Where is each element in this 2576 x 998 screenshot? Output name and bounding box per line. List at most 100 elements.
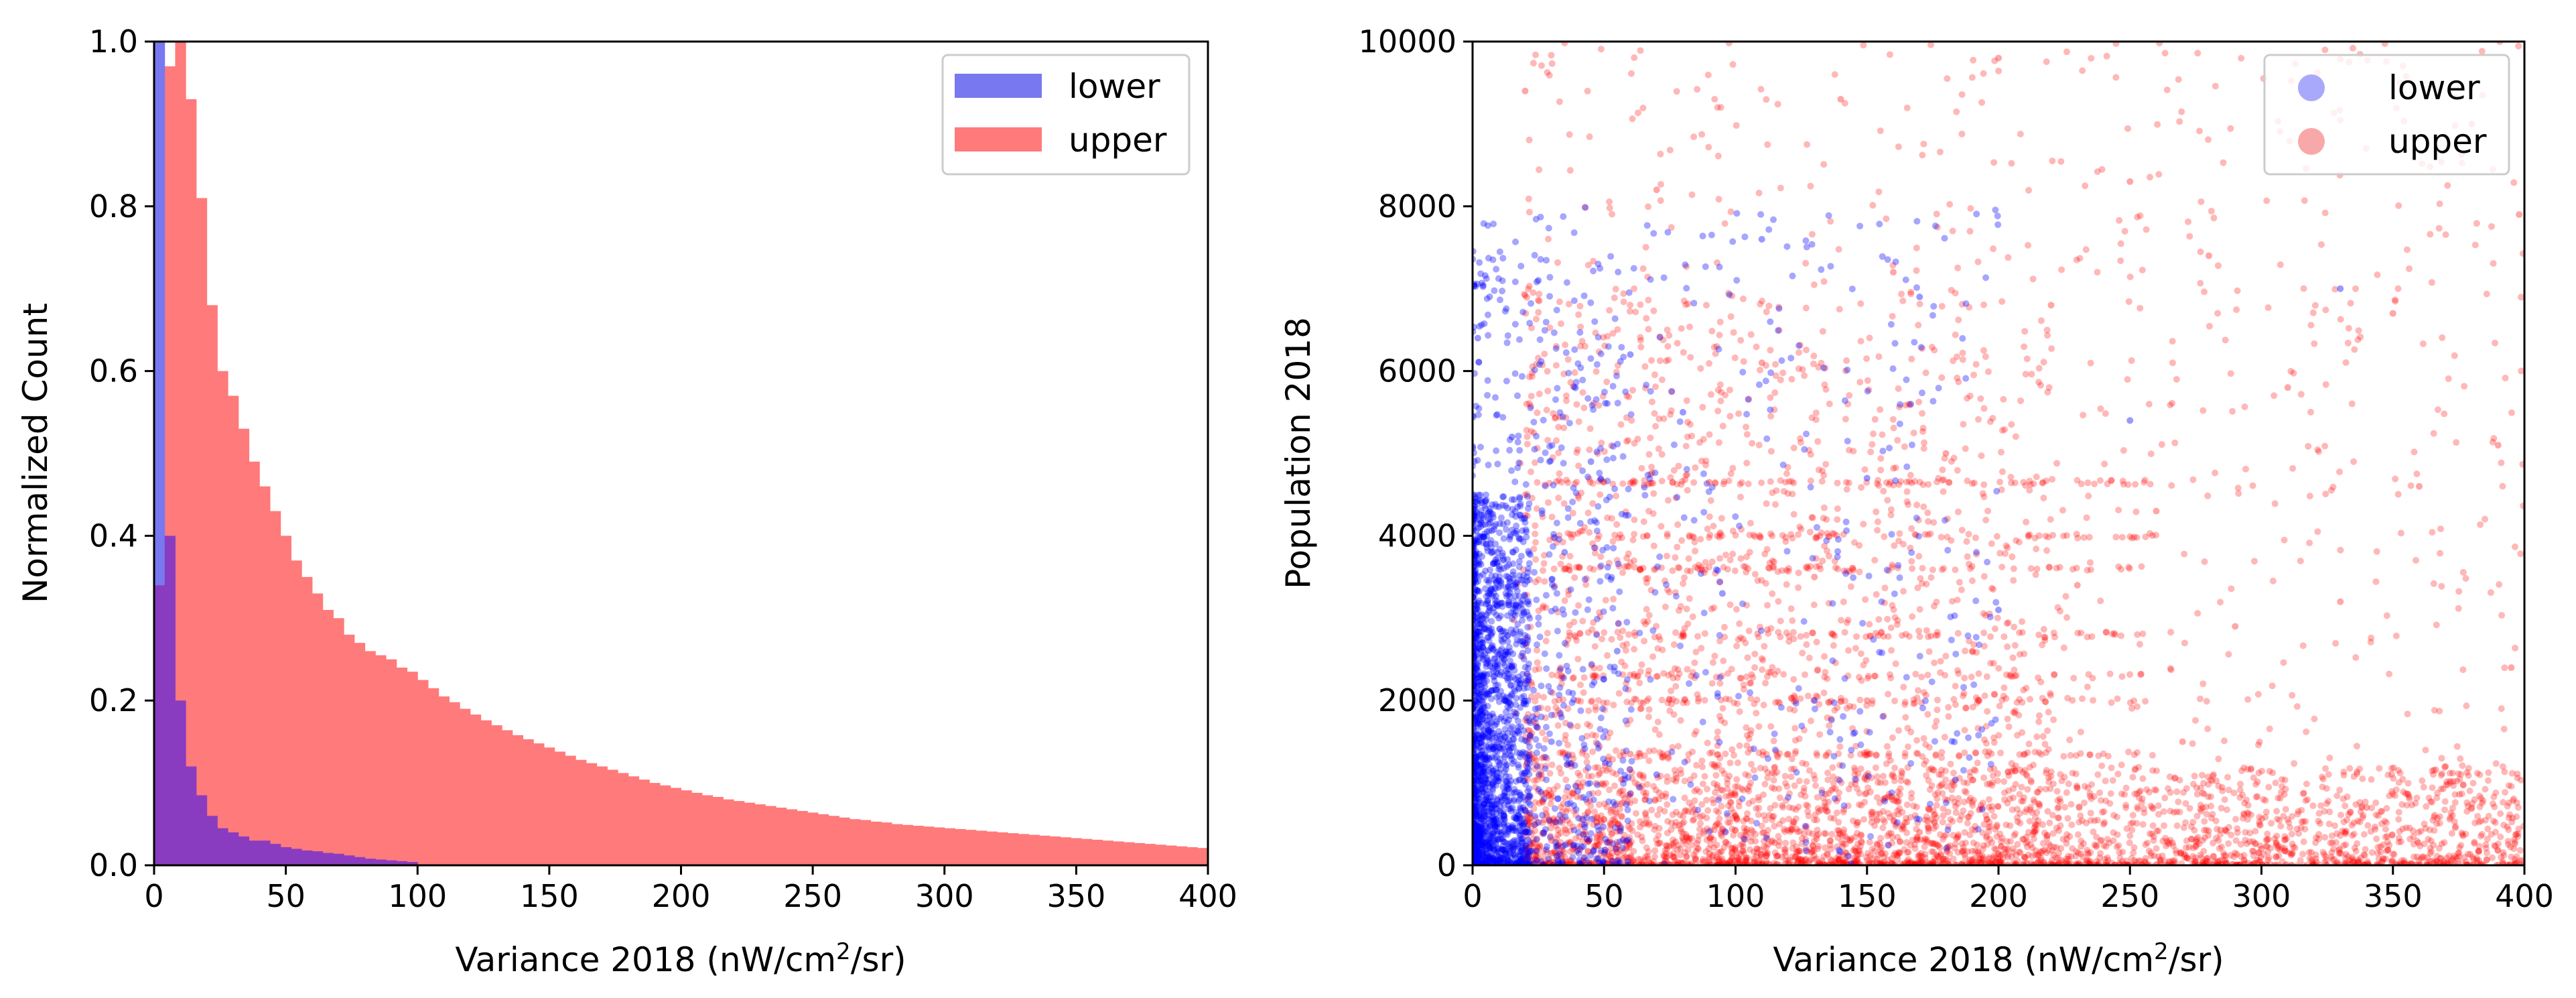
scatter-point-upper <box>1779 817 1787 824</box>
scatter-point-upper <box>2299 642 2307 649</box>
scatter-point-upper <box>2471 819 2479 826</box>
scatter-point-upper <box>1919 428 1927 435</box>
scatter-point-upper <box>2303 728 2310 735</box>
scatter-point-upper <box>1791 782 1798 790</box>
scatter-point-upper <box>1597 491 1604 498</box>
scatter-point-upper <box>1589 480 1597 487</box>
scatter-point-upper <box>2426 826 2433 834</box>
scatter-point-upper <box>1890 464 1897 472</box>
scatter-point-upper <box>1755 811 1762 818</box>
scatter-point-upper <box>1985 828 1992 835</box>
scatter-point-upper <box>1641 796 1648 804</box>
scatter-point-upper <box>1539 729 1546 737</box>
scatter-point-upper <box>1712 771 1720 779</box>
scatter-point-upper <box>1674 521 1682 528</box>
scatter-point-upper <box>1716 815 1723 822</box>
scatter-point-upper <box>1996 859 2004 865</box>
histogram-bar-upper <box>797 810 808 865</box>
scatter-point-upper <box>1954 834 1961 841</box>
scatter-point-upper <box>1993 832 2001 840</box>
scatter-point-upper <box>2434 814 2441 822</box>
scatter-point-upper <box>1820 689 1828 696</box>
scatter-point-upper <box>2378 808 2386 815</box>
histogram-bar-lower-overlap <box>249 840 260 865</box>
scatter-point-upper <box>2305 442 2312 450</box>
scatter-point-upper <box>2021 343 2028 351</box>
scatter-point-upper <box>1972 534 1979 542</box>
histogram-bar-upper <box>344 634 355 865</box>
scatter-point-upper <box>1846 392 1853 399</box>
scatter-point-upper <box>1855 801 1862 808</box>
scatter-point-upper <box>1728 666 1735 673</box>
scatter-point-upper <box>2351 346 2358 353</box>
scatter-point-upper <box>1771 361 1779 368</box>
scatter-point-upper <box>2067 801 2075 808</box>
scatter-point-upper <box>1730 328 1737 336</box>
scatter-point-upper <box>2499 483 2506 490</box>
scatter-point-upper <box>2429 784 2436 792</box>
scatter-point-upper <box>1826 400 1833 408</box>
scatter-point-upper <box>2068 821 2076 828</box>
scatter-point-upper <box>1699 858 1706 865</box>
scatter-point-upper <box>1860 816 1868 823</box>
scatter-point-upper <box>1536 166 1543 174</box>
scatter-point-upper <box>2392 475 2399 483</box>
scatter-point-upper <box>1617 847 1624 854</box>
scatter-point-upper <box>1745 627 1753 635</box>
scatter-point-upper <box>1544 387 1552 395</box>
scatter-point-upper <box>2234 287 2241 294</box>
scatter-point-upper <box>1989 779 1996 786</box>
scatter-point-upper <box>1592 732 1599 739</box>
scatter-point-upper <box>1704 525 1711 533</box>
scatter-point-upper <box>1898 290 1905 298</box>
scatter-point-upper <box>2274 815 2281 822</box>
scatter-point-upper <box>2329 483 2337 491</box>
scatter-point-upper <box>2399 825 2406 832</box>
scatter-point-upper <box>1795 531 1802 538</box>
scatter-point-upper <box>2096 789 2104 796</box>
histogram-bar-lower-overlap <box>175 700 186 865</box>
scatter-point-upper <box>1547 832 1554 840</box>
scatter-point-upper <box>2161 50 2169 57</box>
histogram-bar-upper <box>438 696 450 865</box>
scatter-point-upper <box>1810 281 1818 288</box>
scatter-point-upper <box>1927 574 1935 581</box>
scatter-point-upper <box>1523 440 1531 448</box>
scatter-point-upper <box>1532 316 1540 323</box>
scatter-point-upper <box>2063 614 2071 621</box>
scatter-point-upper <box>1923 580 1930 588</box>
scatter-point-upper <box>2033 565 2041 572</box>
scatter-point-upper <box>1767 723 1775 730</box>
scatter-point-upper <box>1691 538 1698 546</box>
scatter-point-upper <box>2322 765 2329 772</box>
histogram-legend-label-lower: lower <box>1069 67 1160 106</box>
scatter-point-upper <box>2132 765 2139 772</box>
scatter-point-upper <box>2448 830 2455 837</box>
scatter-point-upper <box>1978 99 1986 106</box>
scatter-point-upper <box>1610 701 1617 708</box>
histogram-bar-lower-overlap <box>364 859 376 865</box>
scatter-point-upper <box>2241 403 2248 410</box>
histogram-bar-upper <box>1081 838 1093 865</box>
scatter-point-upper <box>2134 631 2141 638</box>
scatter-point-upper <box>1932 752 1940 759</box>
scatter-point-upper <box>1816 562 1823 570</box>
scatter-point-upper <box>2265 854 2273 861</box>
scatter-point-upper <box>1850 566 1857 574</box>
scatter-point-upper <box>2255 769 2262 777</box>
scatter-point-upper <box>2073 564 2080 572</box>
scatter-point-upper <box>1869 814 1876 821</box>
scatter-point-upper <box>1944 75 1951 82</box>
scatter-point-upper <box>1783 751 1791 758</box>
histogram-bar-upper <box>997 832 1008 865</box>
scatter-point-upper <box>1813 638 1820 645</box>
scatter-point-upper <box>1636 772 1643 779</box>
histogram-bar-upper <box>1134 843 1146 865</box>
scatter-point-upper <box>2051 671 2058 678</box>
histogram-bar-upper <box>955 828 966 865</box>
scatter-point-upper <box>1942 652 1950 660</box>
scatter-point-upper <box>1840 598 1847 605</box>
scatter-point-upper <box>2489 854 2496 861</box>
scatter-point-upper <box>1777 184 1784 192</box>
scatter-point-upper <box>1743 732 1751 739</box>
